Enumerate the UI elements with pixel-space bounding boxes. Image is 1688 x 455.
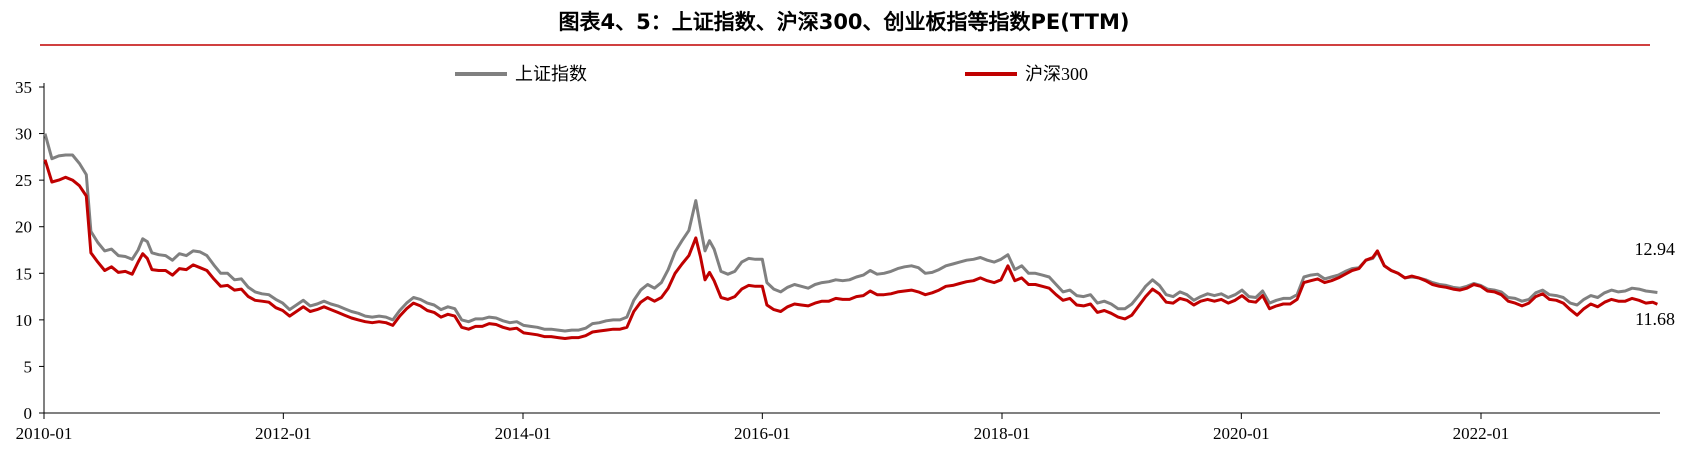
series-line-1 (43, 159, 1658, 340)
legend-label-0: 上证指数 (515, 64, 587, 84)
y-tick-label: 10 (15, 311, 32, 330)
x-tick-label: 2014-01 (495, 424, 552, 443)
y-tick-label: 20 (15, 218, 32, 237)
x-tick-label: 2010-01 (16, 424, 73, 443)
x-tick-label: 2012-01 (255, 424, 312, 443)
y-tick-label: 5 (24, 357, 33, 376)
end-labels: 12.94 11.68 (1635, 239, 1676, 329)
x-tick-label: 2022-01 (1453, 424, 1510, 443)
series-layer (43, 133, 1658, 340)
y-tick-label: 25 (15, 171, 32, 190)
legend-label-1: 沪深300 (1025, 64, 1088, 84)
end-value-label-1: 11.68 (1635, 309, 1675, 329)
chart-title: 图表4、5：上证指数、沪深300、创业板指等指数PE(TTM) (558, 10, 1129, 34)
y-tick-label: 30 (15, 125, 32, 144)
y-tick-label: 35 (15, 78, 32, 97)
x-tick-label: 2016-01 (734, 424, 791, 443)
series-line-0 (43, 133, 1658, 333)
y-tick-label: 0 (24, 404, 33, 423)
x-tick-label: 2020-01 (1213, 424, 1270, 443)
legend: 上证指数 沪深300 (455, 64, 1088, 84)
x-axis: 2010-01 2012-01 2014-01 2016-01 2018-01 2020-… (16, 412, 1660, 443)
y-axis: 0 5 10 15 20 25 30 35 (15, 78, 45, 423)
y-tick-label: 15 (15, 264, 32, 283)
end-value-label-0: 12.94 (1635, 239, 1676, 259)
x-tick-label: 2018-01 (974, 424, 1031, 443)
